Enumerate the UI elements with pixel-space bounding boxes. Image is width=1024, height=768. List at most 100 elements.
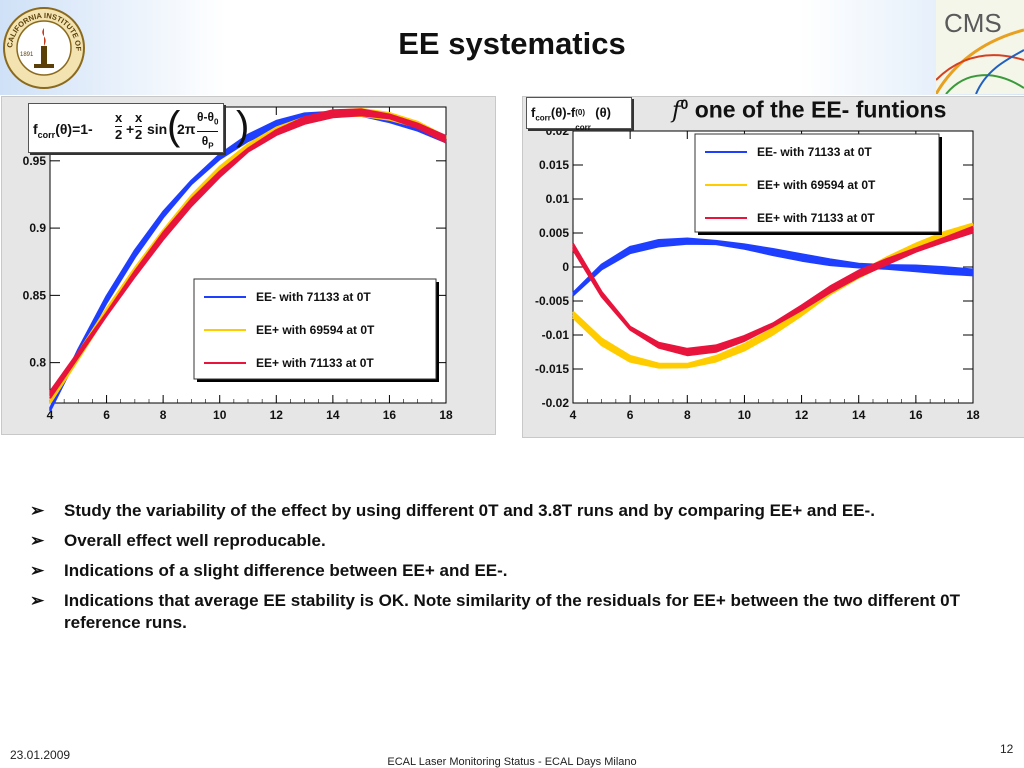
bullet-arrow-icon: ➢ bbox=[30, 591, 45, 610]
bullet-text: Study the variability of the effect by u… bbox=[64, 501, 875, 520]
legend bbox=[694, 133, 940, 233]
y-tick-label: -0.01 bbox=[542, 328, 570, 342]
series-line bbox=[49, 107, 447, 398]
y-tick-label: 0.015 bbox=[539, 158, 569, 172]
footer-date: 23.01.2009 bbox=[10, 748, 71, 762]
left-chart-panel: 4 6 8 10 12 14 16 18 0.8 0.85 0.9 0.95 EE- with 7113… bbox=[1, 96, 496, 435]
y-tick-label: 0.01 bbox=[546, 192, 570, 206]
series-ee-with-71133-at-0t bbox=[572, 225, 974, 357]
x-tick-label: 6 bbox=[627, 408, 634, 422]
x-tick-label: 12 bbox=[795, 408, 809, 422]
series-line bbox=[572, 240, 974, 295]
x-tick-label: 12 bbox=[270, 408, 284, 422]
series-line bbox=[572, 241, 974, 296]
formula-frac2-den: 2 bbox=[135, 127, 143, 142]
residual-formula-box: fcorr(θ)-f (0) corr (θ) bbox=[526, 97, 632, 132]
right-chart: 4 6 8 10 12 14 16 18 -0.02 -0.015 -0.01 -0.005 0 0.00… bbox=[535, 124, 980, 422]
bullet-arrow-icon: ➢ bbox=[30, 501, 45, 520]
formula-lhs-sub: corr bbox=[37, 129, 56, 140]
x-tick-label: 16 bbox=[909, 408, 923, 422]
bullet-text: Overall effect well reproducable. bbox=[64, 531, 326, 550]
series-line bbox=[49, 108, 447, 393]
formula-den: θ bbox=[201, 134, 209, 149]
residual-arg1: (θ)-f bbox=[550, 105, 576, 120]
formula-frac1-num: x bbox=[115, 110, 123, 127]
series-line bbox=[572, 237, 974, 294]
footer-title: ECAL Laser Monitoring Status - ECAL Days… bbox=[387, 756, 637, 768]
subtitle-sup: 0 bbox=[680, 96, 689, 112]
y-tick-label: 0.95 bbox=[23, 154, 47, 168]
series-ee-with-71133-at-0t bbox=[572, 237, 974, 297]
x-tick-label: 8 bbox=[684, 408, 691, 422]
formula-plus: + bbox=[126, 121, 135, 137]
legend-label: EE+ with 69594 at 0T bbox=[256, 323, 375, 337]
legend-label: EE- with 71133 at 0T bbox=[256, 290, 371, 304]
legend-label: EE+ with 69594 at 0T bbox=[757, 178, 876, 192]
subtitle-f: f bbox=[672, 97, 681, 124]
series-line bbox=[572, 242, 974, 297]
header-band bbox=[0, 0, 1024, 95]
formula-frac1-den: 2 bbox=[115, 127, 123, 142]
bullet-text: Indications that average EE stability is… bbox=[64, 591, 961, 632]
residual-arg2: (θ) bbox=[595, 105, 611, 120]
bullet-text: Indications of a slight difference betwe… bbox=[64, 561, 508, 580]
formula-lhs: f bbox=[33, 121, 38, 137]
bullet-item: ➢ Overall effect well reproducable. bbox=[30, 530, 980, 552]
bullet-list: ➢ Study the variability of the effect by … bbox=[30, 500, 980, 642]
formula-num: θ-θ bbox=[197, 110, 214, 124]
cms-logo: CMS bbox=[936, 0, 1024, 94]
x-tick-label: 4 bbox=[47, 408, 54, 422]
chart-subtitle: f0 one of the EE- funtions bbox=[672, 96, 946, 124]
correction-formula-box: fcorr(θ)=1- x 2 + x 2 sin ( 2π θ-θ0 θP ) bbox=[28, 103, 249, 153]
y-tick-label: 0.8 bbox=[29, 356, 46, 370]
x-tick-label: 16 bbox=[383, 408, 397, 422]
page-number: 12 bbox=[1000, 742, 1014, 756]
y-tick-label: 0.85 bbox=[23, 288, 47, 302]
bullet-arrow-icon: ➢ bbox=[30, 561, 45, 580]
x-tick-label: 4 bbox=[570, 408, 577, 422]
right-chart-panel: 4 6 8 10 12 14 16 18 -0.02 -0.015 -0.01 -0.005 0 0.00… bbox=[522, 96, 1024, 438]
x-tick-label: 14 bbox=[852, 408, 866, 422]
bullet-arrow-icon: ➢ bbox=[30, 531, 45, 550]
slide-title: EE systematics bbox=[398, 26, 626, 61]
y-tick-label: -0.015 bbox=[535, 362, 569, 376]
formula-frac2-num: x bbox=[135, 110, 143, 127]
bullet-item: ➢ Indications of a slight difference betw… bbox=[30, 560, 980, 582]
formula-num-sub: 0 bbox=[213, 117, 219, 127]
legend-label: EE+ with 71133 at 0T bbox=[757, 211, 875, 225]
series-line bbox=[572, 238, 974, 295]
legend-label: EE+ with 71133 at 0T bbox=[256, 356, 374, 370]
x-tick-label: 6 bbox=[103, 408, 110, 422]
x-tick-label: 14 bbox=[326, 408, 340, 422]
y-tick-label: -0.02 bbox=[542, 396, 570, 410]
cms-logo-text: CMS bbox=[944, 8, 1002, 38]
x-tick-label: 10 bbox=[738, 408, 752, 422]
x-tick-label: 8 bbox=[160, 408, 167, 422]
series-line bbox=[572, 225, 974, 350]
x-tick-label: 18 bbox=[439, 408, 453, 422]
y-tick-label: 0.005 bbox=[539, 226, 569, 240]
x-tick-label: 18 bbox=[966, 408, 980, 422]
formula-sin: sin bbox=[147, 121, 168, 137]
x-tick-label: 10 bbox=[213, 408, 227, 422]
legend-label: EE- with 71133 at 0T bbox=[757, 145, 872, 159]
caltech-seal-logo: CALIFORNIA INSTITUTE OF TECHNOLOGY 1891 bbox=[0, 0, 85, 89]
series-ee-with-71133-at-0t bbox=[49, 108, 447, 399]
residual-lhs: f bbox=[531, 105, 536, 120]
seal-year: 1891 bbox=[20, 52, 34, 58]
left-chart: 4 6 8 10 12 14 16 18 0.8 0.85 0.9 0.95 EE- with 7113… bbox=[23, 106, 453, 422]
residual-sup: (0) bbox=[575, 108, 586, 117]
y-tick-label: -0.005 bbox=[535, 294, 569, 308]
series-line bbox=[572, 223, 974, 366]
bullet-item: ➢ Study the variability of the effect by … bbox=[30, 500, 980, 522]
subtitle-text: one of the EE- funtions bbox=[688, 96, 947, 123]
residual-sub: corr bbox=[575, 123, 591, 132]
formula-two-pi: 2π bbox=[177, 121, 196, 137]
residual-lhs-sub: corr bbox=[535, 113, 551, 123]
bullet-item: ➢ Indications that average EE stability i… bbox=[30, 590, 980, 634]
y-tick-label: 0 bbox=[562, 260, 569, 274]
formula-arg: (θ)=1- bbox=[55, 121, 93, 137]
series-line bbox=[572, 222, 974, 365]
y-tick-label: 0.9 bbox=[29, 221, 46, 235]
formula-den-sub: P bbox=[208, 141, 214, 151]
